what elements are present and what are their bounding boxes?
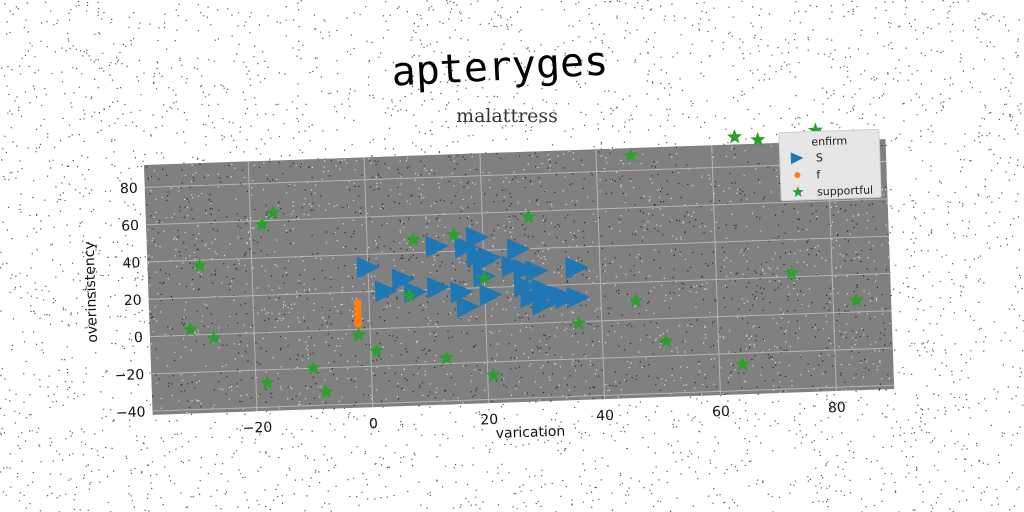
- legend-items: Sf supportful: [790, 151, 874, 199]
- supportful-point: [476, 270, 492, 285]
- supportful-point: [520, 208, 537, 224]
- supportful-point: [259, 374, 276, 390]
- s-point: [524, 260, 549, 283]
- s-point: [479, 284, 503, 307]
- s-point: [513, 258, 537, 281]
- s-point: [456, 296, 480, 319]
- chart-title: apteryges: [390, 38, 609, 95]
- y-tick-label: 60: [121, 218, 139, 235]
- supportful-point: [628, 292, 644, 308]
- x-tick-label: 60: [712, 404, 730, 421]
- s-point: [554, 287, 579, 310]
- legend-marker-f: [794, 172, 801, 179]
- chart-subtitle: malattress: [456, 105, 558, 127]
- s-point: [566, 286, 590, 309]
- x-tick-label: 80: [828, 400, 846, 417]
- supportful-point: [265, 204, 281, 220]
- s-point: [565, 256, 589, 279]
- supportful-point: [783, 265, 800, 280]
- y-tick-label: 0: [134, 330, 143, 346]
- x-grid-line: [595, 149, 606, 400]
- s-point: [391, 268, 416, 291]
- s-point: [537, 282, 561, 305]
- legend-box: [778, 128, 882, 202]
- supportful-point: [182, 321, 198, 337]
- supportful-point: [485, 366, 501, 382]
- s-point: [454, 236, 478, 259]
- supportful-point: [192, 257, 208, 273]
- data-marks: [182, 122, 864, 399]
- s-point: [478, 246, 502, 269]
- s-point: [501, 255, 525, 278]
- y-axis-label: overinsistency: [82, 241, 102, 343]
- supportful-point: [351, 326, 367, 342]
- s-point: [531, 293, 556, 316]
- supportful-point: [726, 128, 743, 144]
- s-point: [356, 256, 381, 279]
- y-tick-label: −20: [114, 367, 144, 384]
- x-grid-line: [247, 161, 258, 412]
- supportful-point: [658, 332, 674, 348]
- legend-label-supportful: supportful: [817, 184, 874, 199]
- x-tick-label: 0: [369, 416, 378, 432]
- legend-label-f: f: [816, 168, 821, 181]
- s-point: [465, 226, 490, 249]
- s-point: [450, 281, 474, 304]
- supportful-point: [623, 147, 639, 163]
- s-point: [513, 275, 538, 298]
- y-tick-label: −40: [116, 404, 146, 421]
- legend-marker-s: [790, 152, 804, 165]
- f-point: [353, 299, 362, 308]
- supportful-point: [401, 287, 418, 303]
- y-grid-line: [149, 310, 892, 338]
- legend-marker-supportful: [792, 186, 804, 198]
- supportful-point: [446, 226, 462, 242]
- legend-title: enfirm: [811, 134, 847, 148]
- f-point: [354, 319, 363, 328]
- supportful-point: [318, 384, 334, 399]
- supportful-point: [254, 216, 270, 232]
- supportful-point: [206, 330, 222, 345]
- s-point: [506, 238, 531, 261]
- supportful-point: [571, 315, 587, 331]
- y-grid-line: [152, 384, 895, 412]
- supportful-point: [305, 360, 321, 375]
- x-tick-label: 20: [480, 412, 498, 429]
- y-tick-label: 40: [122, 255, 140, 272]
- legend: enfirm Sf supportful: [778, 128, 882, 202]
- f-point: [353, 304, 362, 313]
- supportful-point: [438, 350, 454, 365]
- x-tick-label: −20: [242, 420, 272, 437]
- y-tick-label: 80: [120, 181, 138, 198]
- x-axis-label: varication: [495, 424, 565, 442]
- s-point: [426, 276, 451, 299]
- supportful-point: [734, 356, 751, 372]
- y-tick-label: 20: [124, 293, 142, 310]
- supportful-point: [750, 131, 766, 147]
- s-point: [519, 286, 544, 309]
- y-grid-line: [146, 198, 888, 226]
- plot-area: −20 0 20 40 60 80 −40 −20 0 20 40 60 80 varication o…: [82, 122, 896, 442]
- s-point: [425, 235, 449, 258]
- f-point: [353, 310, 362, 319]
- y-grid-line: [151, 347, 893, 375]
- legend-label-s: S: [816, 151, 823, 164]
- supportful-point: [368, 343, 385, 358]
- supportful-point: [848, 292, 864, 308]
- x-grid-line: [363, 157, 374, 408]
- tick-labels: −20 0 20 40 60 80 −40 −20 0 20 40 60 80: [114, 181, 846, 437]
- y-grid-line: [144, 161, 887, 188]
- s-point: [374, 280, 399, 303]
- supportful-point: [405, 231, 421, 247]
- x-tick-label: 40: [596, 408, 614, 425]
- x-grid-line: [711, 145, 721, 396]
